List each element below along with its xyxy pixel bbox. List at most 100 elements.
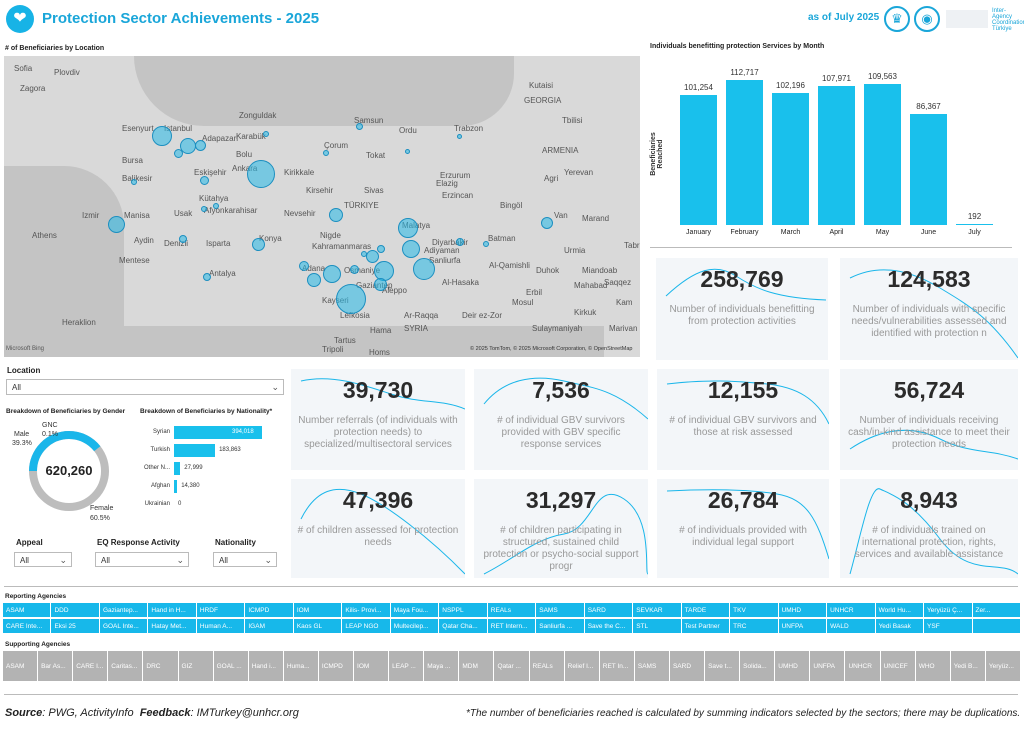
reporting-agency[interactable]: SAMS — [536, 603, 585, 618]
supporting-agency[interactable]: Solida... — [740, 651, 776, 682]
reporting-agency[interactable]: Zer... — [972, 603, 1021, 618]
reporting-agency[interactable] — [972, 619, 1021, 634]
supporting-agency[interactable]: Maya ... — [424, 651, 460, 682]
month-bar[interactable] — [956, 224, 993, 225]
reporting-agency[interactable]: TARDE — [681, 603, 731, 618]
kpi-card[interactable]: 124,583 Number of individuals with specif… — [840, 258, 1018, 360]
supporting-agency[interactable]: Yeryüz... — [985, 651, 1021, 682]
supporting-agency[interactable]: LEAP ... — [389, 651, 425, 682]
reporting-agency[interactable]: Kaos GL — [293, 619, 343, 634]
reporting-agency[interactable]: Multecilер... — [390, 619, 440, 634]
reporting-agency[interactable]: Yedi Basak — [875, 619, 925, 634]
reporting-agency[interactable]: Yeryüzü Ç... — [924, 603, 973, 618]
month-bar[interactable] — [680, 94, 717, 225]
location-bubble[interactable] — [336, 284, 366, 314]
reporting-agency[interactable]: REALs — [487, 603, 537, 618]
reporting-agency[interactable]: Gaziantep... — [99, 603, 149, 618]
month-bar[interactable] — [818, 86, 855, 225]
reporting-agency[interactable]: Eksi 25 — [51, 619, 100, 634]
nationality-bar[interactable] — [174, 444, 216, 457]
supporting-agency[interactable]: IOM — [354, 651, 390, 682]
kpi-card[interactable]: 56,724 Number of individuals receiving ca… — [840, 369, 1018, 470]
kpi-card[interactable]: 258,769 Number of individuals benefitting… — [656, 258, 828, 360]
kpi-card[interactable]: 8,943 # of individuals trained on interna… — [840, 479, 1018, 578]
location-bubble[interactable] — [199, 175, 209, 185]
reporting-agency[interactable]: Maya Fou... — [390, 603, 440, 618]
reporting-agency[interactable]: GOAL Inte... — [99, 619, 149, 634]
month-bar[interactable] — [910, 113, 947, 225]
location-bubble[interactable] — [329, 208, 343, 222]
location-bubble[interactable] — [323, 150, 329, 156]
location-bubble[interactable] — [483, 241, 489, 247]
reporting-agency[interactable]: UNFPA — [778, 619, 828, 634]
supporting-agency[interactable]: DRC — [143, 651, 179, 682]
reporting-agency[interactable]: ICMPD — [245, 603, 294, 618]
location-bubble[interactable] — [247, 160, 275, 188]
appeal-dropdown[interactable]: All ⌄ — [14, 552, 72, 567]
supporting-agency[interactable]: Hand i... — [248, 651, 284, 682]
location-bubble[interactable] — [307, 273, 321, 287]
month-bar[interactable] — [864, 83, 901, 225]
supporting-agency[interactable]: UNICEF — [880, 651, 916, 682]
location-bubble[interactable] — [203, 273, 211, 281]
supporting-agency[interactable]: RET In... — [599, 651, 635, 682]
nationality-bar[interactable] — [174, 480, 178, 493]
supporting-agency[interactable]: GOAL ... — [213, 651, 249, 682]
reporting-agency[interactable]: YSF — [924, 619, 973, 634]
supporting-agency[interactable]: SAMS — [634, 651, 670, 682]
supporting-agency[interactable]: REALs — [529, 651, 565, 682]
location-bubble[interactable] — [456, 238, 464, 246]
kpi-card[interactable]: 47,396 # of children assessed for protect… — [291, 479, 465, 578]
supporting-agency[interactable]: Yedi B... — [950, 651, 986, 682]
kpi-card[interactable]: 12,155 # of individual GBV survivors and … — [657, 369, 829, 470]
reporting-agency[interactable]: Hand in H... — [148, 603, 197, 618]
reporting-agency[interactable]: Save the C... — [584, 619, 634, 634]
reporting-agency[interactable]: Human A... — [196, 619, 246, 634]
supporting-agency[interactable]: Qatar ... — [494, 651, 530, 682]
kpi-card[interactable]: 31,297 # of children participating in str… — [474, 479, 648, 578]
location-bubble[interactable] — [299, 261, 309, 271]
location-bubble[interactable] — [541, 217, 553, 229]
reporting-agency[interactable]: LEAP NGO — [342, 619, 391, 634]
supporting-agency[interactable]: Save t... — [705, 651, 741, 682]
reporting-agency[interactable]: ASAM — [3, 603, 52, 618]
supporting-agency[interactable]: CARE I... — [73, 651, 109, 682]
supporting-agency[interactable]: UMHD — [775, 651, 811, 682]
reporting-agency[interactable]: World Hu... — [875, 603, 925, 618]
supporting-agency[interactable]: ASAM — [3, 651, 39, 682]
supporting-agency[interactable]: Huma... — [283, 651, 319, 682]
kpi-card[interactable]: 26,784 # of individuals provided with ind… — [657, 479, 829, 578]
month-bar[interactable] — [772, 93, 809, 225]
location-bubble[interactable] — [377, 245, 385, 253]
supporting-agency[interactable]: Bar As... — [38, 651, 74, 682]
reporting-agency[interactable]: UNHCR — [827, 603, 876, 618]
nationality-dropdown[interactable]: All ⌄ — [213, 552, 277, 567]
month-bar[interactable] — [726, 79, 763, 225]
reporting-agency[interactable]: STL — [633, 619, 682, 634]
reporting-agency[interactable]: DDD — [51, 603, 100, 618]
reporting-agency[interactable]: Test Partner — [681, 619, 731, 634]
location-bubble[interactable] — [263, 131, 269, 137]
reporting-agency[interactable]: SEVKAR — [633, 603, 682, 618]
reporting-agency[interactable]: UMHD — [778, 603, 828, 618]
location-bubble[interactable] — [404, 148, 410, 154]
reporting-agency[interactable]: IOM — [293, 603, 343, 618]
location-bubble[interactable] — [194, 139, 206, 151]
location-bubble[interactable] — [323, 265, 341, 283]
reporting-agency[interactable]: TKV — [730, 603, 779, 618]
location-bubble[interactable] — [365, 249, 379, 263]
eq-response-dropdown[interactable]: All ⌄ — [95, 552, 189, 567]
location-dropdown[interactable]: All ⌄ — [6, 379, 284, 395]
reporting-agency[interactable]: TRC — [730, 619, 779, 634]
location-bubble[interactable] — [152, 126, 172, 146]
supporting-agency[interactable]: Relief I... — [564, 651, 600, 682]
reporting-agency[interactable]: Kilis- Provi... — [342, 603, 391, 618]
location-bubble[interactable] — [398, 218, 418, 238]
reporting-agency[interactable]: WALD — [827, 619, 876, 634]
location-bubble[interactable] — [355, 122, 363, 130]
kpi-card[interactable]: 7,536 # of individual GBV survivors provi… — [474, 369, 648, 470]
supporting-agency[interactable]: SARD — [669, 651, 706, 682]
location-bubble[interactable] — [349, 264, 359, 274]
location-bubble[interactable] — [402, 240, 420, 258]
location-bubble[interactable] — [373, 277, 387, 291]
